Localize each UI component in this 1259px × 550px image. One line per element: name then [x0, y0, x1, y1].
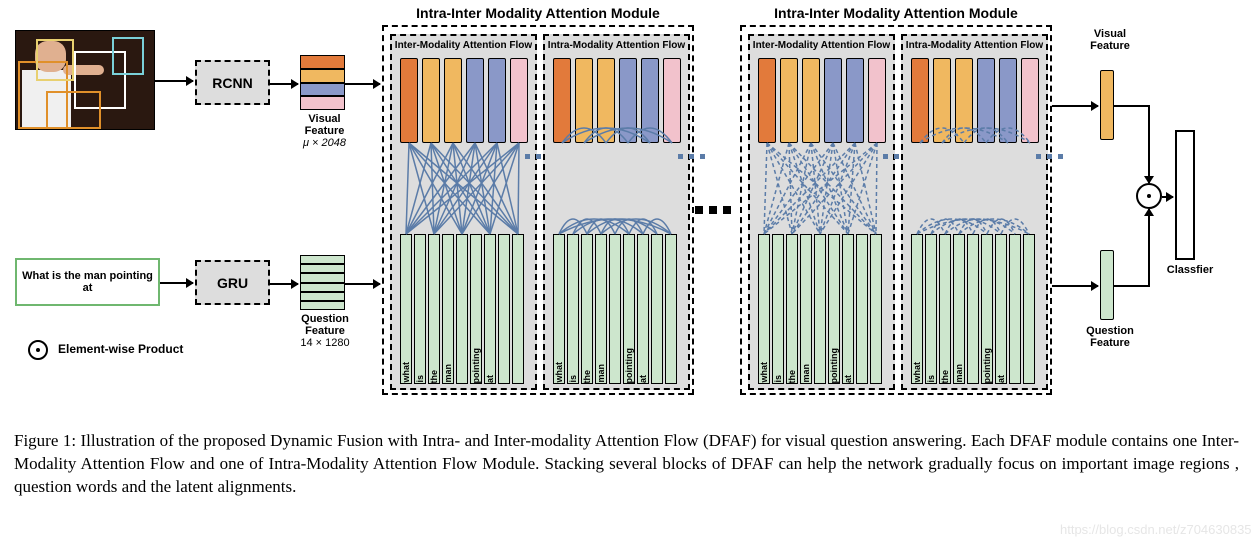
visual-feature-stack: [300, 55, 345, 110]
submodule-title: Inter-Modality Attention Flow: [750, 40, 893, 51]
classifier-box: [1175, 130, 1195, 260]
elementwise-product-icon: [1136, 183, 1162, 209]
line: [1114, 285, 1150, 287]
question-feature-stack: [300, 255, 345, 310]
inter-modality-submodule: Inter-Modality Attention Flow whatisthema…: [390, 34, 537, 390]
gru-label: GRU: [217, 275, 248, 291]
intra-modality-submodule: Intra-Modality Attention Flow whatisthema…: [543, 34, 690, 390]
watermark-text: https://blog.csdn.net/z704630835: [1060, 522, 1252, 537]
question-text: What is the man pointing at: [21, 270, 154, 294]
arrow: [1162, 196, 1173, 198]
module-title: Intra-Inter Modality Attention Module: [742, 5, 1050, 21]
detection-bbox: [46, 91, 101, 129]
module-title: Intra-Inter Modality Attention Module: [384, 5, 692, 21]
rcnn-block: RCNN: [195, 60, 270, 105]
classifier-label: Classfier: [1155, 264, 1225, 276]
ellipsis-icon: [695, 206, 731, 214]
visual-feature-out-label: VisualFeature: [1075, 28, 1145, 52]
submodule-title: Intra-Modality Attention Flow: [545, 40, 688, 51]
line: [1148, 209, 1150, 285]
figure-canvas: { "layout": { "image": { "x": 15, "y": 3…: [0, 0, 1259, 550]
arrow: [160, 282, 193, 284]
visual-feature-bars: [758, 58, 886, 143]
dfaf-module-1: Intra-Inter Modality Attention ModuleInt…: [382, 25, 694, 395]
arrow: [345, 283, 380, 285]
line: [1114, 105, 1150, 107]
question-word-bars: whatisthemanpointingat: [758, 234, 882, 384]
dfaf-module-2: Intra-Inter Modality Attention ModuleInt…: [740, 25, 1052, 395]
detection-bbox: [112, 37, 144, 75]
intra-modality-submodule: Intra-Modality Attention Flow whatisthema…: [901, 34, 1048, 390]
visual-feature-output: [1100, 70, 1114, 140]
visual-feature-label: VisualFeatureμ × 2048: [297, 113, 352, 149]
elementwise-product-icon: [28, 340, 48, 360]
arrow: [270, 83, 298, 85]
arrow: [1052, 285, 1098, 287]
question-feature-output: [1100, 250, 1114, 320]
line: [1148, 105, 1150, 183]
question-word-bars: whatisthemanpointingat: [400, 234, 524, 384]
legend-text: Element-wise Product: [58, 342, 258, 356]
question-text-box: What is the man pointing at: [15, 258, 160, 306]
visual-feature-bars: [400, 58, 528, 143]
rcnn-label: RCNN: [212, 75, 252, 91]
visual-feature-bars: [553, 58, 681, 143]
submodule-title: Intra-Modality Attention Flow: [903, 40, 1046, 51]
arrow: [345, 83, 380, 85]
visual-feature-bars: [911, 58, 1039, 143]
question-word-bars: whatisthemanpointingat: [911, 234, 1035, 384]
inter-modality-submodule: Inter-Modality Attention Flow whatisthema…: [748, 34, 895, 390]
gru-block: GRU: [195, 260, 270, 305]
ellipsis-icon: [678, 154, 705, 159]
figure-caption: Figure 1: Illustration of the proposed D…: [14, 430, 1239, 499]
ellipsis-icon: [1036, 154, 1063, 159]
arrow: [270, 283, 298, 285]
arrow: [155, 80, 193, 82]
arrow: [1052, 105, 1098, 107]
input-image: [15, 30, 155, 130]
question-feature-out-label: QuestionFeature: [1072, 325, 1148, 349]
question-feature-label: QuestionFeature14 × 1280: [290, 313, 360, 349]
detection-bbox: [36, 39, 74, 81]
question-word-bars: whatisthemanpointingat: [553, 234, 677, 384]
submodule-title: Inter-Modality Attention Flow: [392, 40, 535, 51]
